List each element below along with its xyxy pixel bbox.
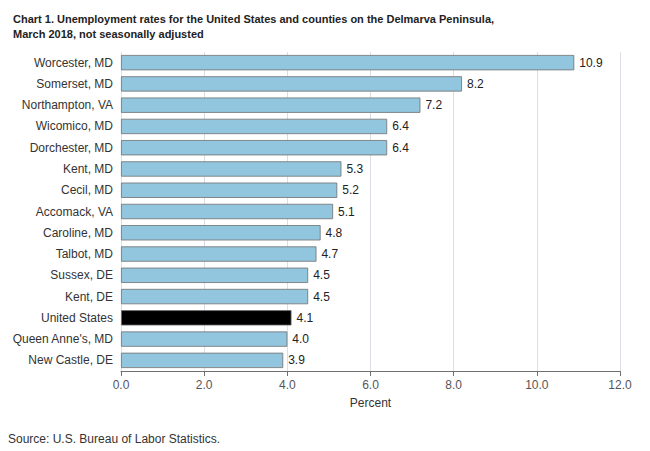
svg-text:Chart 1. Unemployment rates fo: Chart 1. Unemployment rates for the Unit…: [13, 13, 494, 25]
svg-text:Percent: Percent: [350, 396, 392, 410]
svg-text:8.2: 8.2: [467, 77, 484, 91]
svg-text:Worcester, MD: Worcester, MD: [34, 56, 113, 70]
svg-text:2.0: 2.0: [196, 378, 213, 392]
svg-text:Accomack, VA: Accomack, VA: [36, 205, 113, 219]
svg-text:5.2: 5.2: [342, 183, 359, 197]
svg-text:Queen Anne's, MD: Queen Anne's, MD: [13, 332, 114, 346]
svg-text:Northampton, VA: Northampton, VA: [22, 98, 113, 112]
svg-text:0.0: 0.0: [113, 378, 130, 392]
svg-text:4.7: 4.7: [321, 247, 338, 261]
svg-text:Talbot, MD: Talbot, MD: [56, 247, 114, 261]
svg-text:Wicomico, MD: Wicomico, MD: [36, 119, 114, 133]
svg-text:6.4: 6.4: [392, 141, 409, 155]
svg-text:Kent, MD: Kent, MD: [63, 162, 113, 176]
svg-text:4.0: 4.0: [292, 332, 309, 346]
svg-text:6.0: 6.0: [362, 378, 379, 392]
svg-text:Dorchester, MD: Dorchester, MD: [30, 141, 114, 155]
svg-text:Caroline, MD: Caroline, MD: [43, 226, 113, 240]
svg-text:March 2018, not seasonally adj: March 2018, not seasonally adjusted: [13, 28, 204, 40]
svg-text:Kent, DE: Kent, DE: [65, 290, 113, 304]
svg-text:4.5: 4.5: [313, 290, 330, 304]
svg-text:3.9: 3.9: [288, 353, 305, 367]
svg-text:10.0: 10.0: [525, 378, 549, 392]
svg-text:6.4: 6.4: [392, 119, 409, 133]
svg-text:7.2: 7.2: [425, 98, 442, 112]
svg-text:Somerset, MD: Somerset, MD: [36, 77, 113, 91]
svg-text:New Castle, DE: New Castle, DE: [28, 353, 113, 367]
svg-text:Sussex, DE: Sussex, DE: [50, 268, 113, 282]
svg-text:12.0: 12.0: [608, 378, 632, 392]
svg-text:Cecil, MD: Cecil, MD: [61, 183, 113, 197]
svg-text:8.0: 8.0: [445, 378, 462, 392]
svg-text:4.8: 4.8: [326, 226, 343, 240]
svg-text:4.0: 4.0: [279, 378, 296, 392]
svg-text:5.1: 5.1: [338, 205, 355, 219]
svg-text:4.1: 4.1: [296, 311, 313, 325]
svg-text:Source: U.S. Bureau of Labor S: Source: U.S. Bureau of Labor Statistics.: [8, 432, 220, 446]
svg-text:10.9: 10.9: [579, 56, 603, 70]
svg-text:5.3: 5.3: [346, 162, 363, 176]
svg-text:4.5: 4.5: [313, 268, 330, 282]
svg-text:United States: United States: [41, 311, 113, 325]
